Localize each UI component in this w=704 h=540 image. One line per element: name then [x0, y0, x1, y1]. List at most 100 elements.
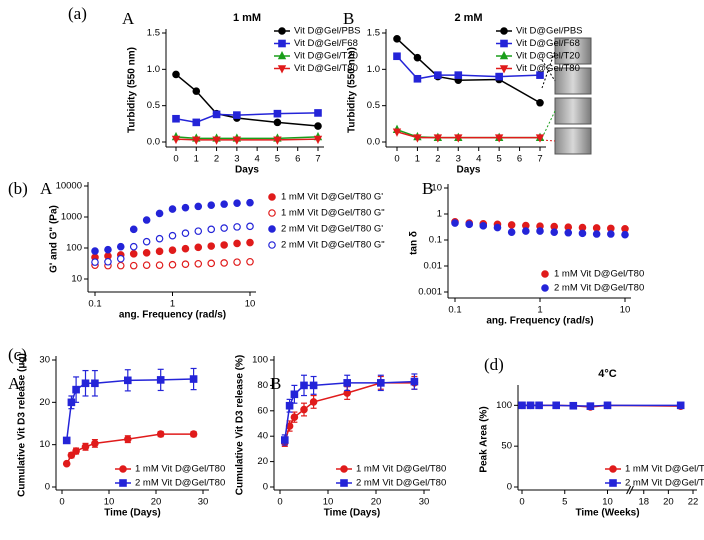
legend-item: Vit D@Gel/T80	[274, 63, 358, 74]
marker	[207, 225, 216, 234]
marker	[220, 259, 228, 267]
panel-sublabel: B	[270, 374, 281, 393]
panel-sublabel: A	[8, 374, 21, 393]
legend-item: 1 mM Vit D@Gel/T80 G"	[268, 208, 385, 219]
marker	[194, 202, 203, 211]
y-axis-label: Turbidity (550 nm)	[347, 47, 358, 133]
marker	[522, 227, 530, 235]
x-axis-label: ang. Frequency (rad/s)	[486, 316, 593, 327]
marker	[104, 245, 112, 254]
marker	[192, 136, 201, 145]
marker	[536, 98, 544, 107]
legend-label: 2 mM Vit D@Gel/T80	[554, 283, 644, 294]
y-tick-label: 0.5	[147, 100, 160, 111]
marker	[494, 134, 504, 143]
legend-item: 2 mM Vit D@Gel/T80	[115, 478, 225, 489]
x-tick-label: 10	[245, 299, 256, 310]
marker	[155, 247, 164, 256]
marker	[212, 110, 221, 119]
marker	[72, 385, 80, 394]
marker	[526, 401, 535, 410]
marker	[62, 436, 71, 445]
marker	[212, 136, 221, 145]
x-tick-label: 10	[323, 497, 334, 508]
marker	[194, 259, 203, 268]
series	[392, 128, 545, 143]
legend-marker	[340, 479, 348, 487]
marker	[233, 239, 241, 248]
y-tick-label: 50	[501, 441, 512, 452]
marker	[142, 237, 151, 246]
marker	[72, 447, 80, 455]
marker	[246, 257, 254, 266]
chart-title: 4°C	[598, 368, 617, 380]
x-tick-label: 30	[419, 497, 430, 508]
marker	[586, 402, 595, 410]
marker	[465, 220, 474, 229]
marker	[123, 376, 132, 385]
marker	[393, 35, 401, 43]
legend-marker	[499, 50, 509, 60]
marker	[142, 249, 151, 257]
line	[396, 38, 541, 104]
marker	[181, 244, 190, 253]
marker	[129, 261, 138, 270]
y-axis-label: Cumulative Vit D3 release (%)	[235, 355, 246, 495]
x-tick-label: 5	[562, 497, 567, 508]
marker	[552, 401, 561, 410]
axis-break	[628, 485, 634, 495]
marker	[116, 254, 125, 263]
marker	[194, 227, 203, 235]
x-axis-label: ang. Frequency (rad/s)	[119, 310, 226, 321]
marker	[155, 234, 164, 243]
legend-label: Vit D@Gel/PBS	[516, 26, 583, 37]
marker	[220, 224, 228, 232]
marker	[454, 134, 463, 143]
series	[171, 135, 323, 145]
legend-marker	[499, 65, 509, 74]
marker	[377, 379, 385, 387]
marker	[434, 71, 442, 79]
axis-break	[626, 485, 632, 495]
legend-item: 2 mM Vit D@Gel/T80 G'	[268, 224, 383, 235]
legend-label: Vit D@Gel/F68	[516, 38, 580, 49]
x-tick-label: 0.1	[448, 305, 461, 316]
y-tick-label: 0.0	[147, 137, 160, 148]
legend-label: 2 mM Vit D@Gel/T80	[356, 478, 446, 489]
x-tick-label: 3	[456, 154, 461, 165]
x-tick-label: 6	[295, 154, 300, 165]
marker	[181, 203, 190, 212]
line	[175, 136, 319, 140]
marker	[413, 53, 422, 62]
y-tick-label: 100	[252, 355, 268, 366]
marker	[192, 87, 201, 95]
y-tick-label: 1.5	[147, 28, 160, 39]
marker	[233, 111, 241, 119]
marker	[116, 242, 125, 251]
legend-marker	[541, 284, 549, 292]
panel-sublabel: B	[343, 9, 354, 28]
legend-item: 2 mM Vit D@Gel/T80 G"	[268, 240, 385, 251]
y-tick-label: 0.01	[424, 261, 443, 272]
marker	[569, 401, 578, 410]
legend-marker	[277, 50, 287, 60]
legend-label: 1 mM Vit D@Gel/T80 G"	[281, 208, 385, 219]
x-tick-label: 6	[517, 154, 522, 165]
marker	[207, 242, 216, 250]
series	[91, 222, 254, 266]
x-tick-label: 0.1	[88, 299, 101, 310]
marker	[314, 109, 322, 117]
marker	[192, 118, 201, 127]
marker	[290, 390, 299, 399]
marker	[393, 52, 401, 61]
y-tick-label: 1000	[61, 212, 82, 223]
marker	[273, 136, 282, 145]
y-tick-label: 0.001	[418, 287, 442, 298]
vial-photo	[554, 127, 592, 155]
y-axis-label: Turbidity (550 nm)	[127, 47, 138, 133]
legend-item: Vit D@Gel/T20	[274, 51, 358, 62]
legend-marker	[268, 193, 276, 201]
legend-label: 1 mM Vit D@Gel/T80	[554, 269, 644, 280]
marker	[343, 379, 352, 387]
legend-item: Vit D@Gel/T20	[496, 51, 580, 62]
